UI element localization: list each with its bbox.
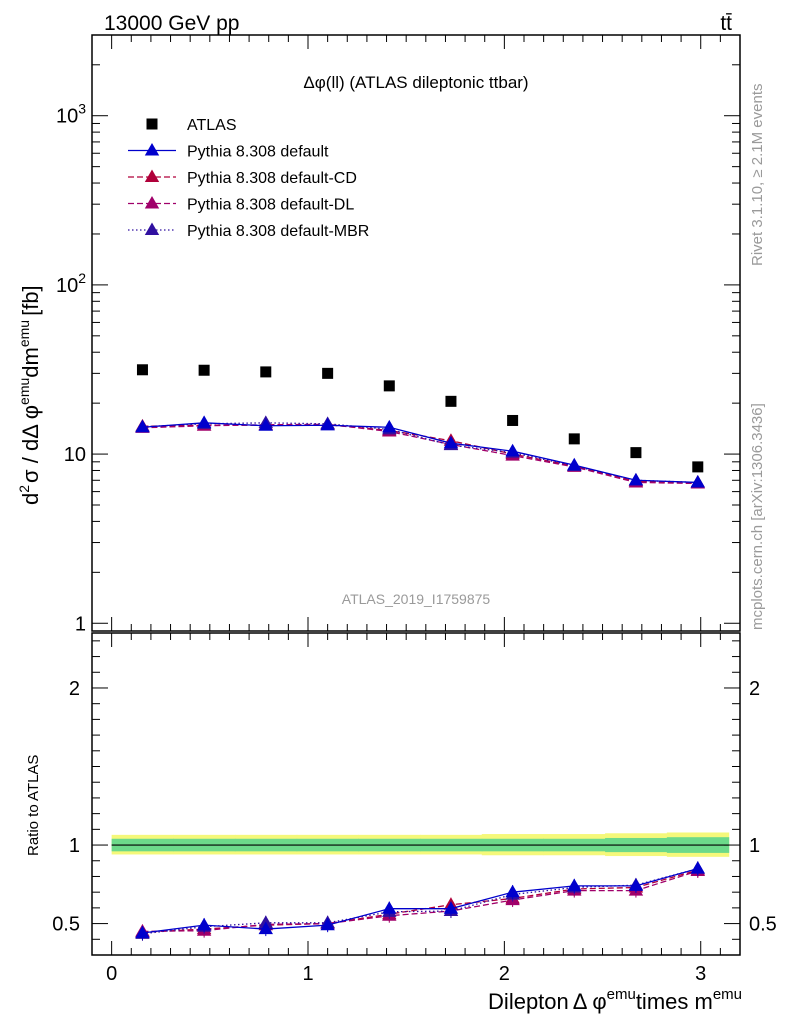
pythia-8-308-default-ratio-point	[320, 917, 335, 931]
pythia-8-308-default-point	[505, 443, 520, 457]
pythia-8-308-default-line	[142, 422, 698, 484]
ratio-y-axis-label: Ratio to ATLAS	[25, 755, 42, 856]
ratio-frame	[91, 632, 741, 956]
ratio-tick-label-right: 2	[749, 678, 760, 700]
legend: ATLAS Pythia 8.308 default Pythia 8.308 de…	[128, 117, 369, 240]
x-tick-labels: 0 1 2 3	[106, 963, 706, 985]
y-axis-label: d2σ / dΔ φemudmemu[fb]	[16, 285, 43, 505]
watermark-label: ATLAS_2019_I1759875	[342, 591, 491, 607]
pythia-8-308-default-ratio-point	[258, 921, 273, 935]
pythia-8-308-default-point	[567, 457, 582, 471]
pythia-8-308-default-dl-line	[142, 423, 698, 485]
y-tick-label: 1	[75, 613, 86, 635]
legend-label: ATLAS	[187, 117, 237, 134]
main-frame	[91, 34, 741, 632]
y-tick-label: 103	[56, 101, 86, 128]
pythia-8-308-default-ratio-point	[505, 884, 520, 898]
pythia-8-308-default-point	[135, 419, 150, 433]
x-tick-label: 2	[499, 963, 510, 985]
ratio-tick-label: 1	[69, 835, 80, 857]
pythia-8-308-default-mbr-ratio-line	[142, 867, 698, 935]
legend-entry-atlas: ATLAS	[146, 117, 237, 134]
legend-label: Pythia 8.308 default-MBR	[187, 223, 369, 240]
ratio-tick-label-right: 0.5	[749, 914, 777, 936]
pythia-8-308-default-ratio-point	[196, 917, 212, 931]
main-data	[135, 364, 705, 489]
atlas-point	[568, 433, 580, 445]
atlas-point	[260, 366, 272, 378]
chart-title: Δφ(ll) (ATLAS dileptonic ttbar)	[303, 73, 528, 92]
pythia-8-308-default-point	[320, 417, 335, 431]
pythia-8-308-default-point	[690, 474, 705, 488]
main-ticks: 1 10 102 103	[56, 34, 740, 635]
pythia-8-308-default-dl-ratio-line	[142, 870, 698, 933]
legend-marker	[144, 143, 160, 156]
ratio-tick-label-right: 1	[749, 835, 760, 857]
pythia-8-308-default-ratio-point	[443, 901, 459, 914]
pythia-8-308-default-ratio-line	[142, 867, 698, 934]
pythia-8-308-default-ratio-point	[567, 878, 582, 891]
x-axis-label: Dilepton Δ φemutimes memu	[488, 986, 742, 1014]
pythia-8-308-default-point	[443, 435, 459, 449]
x-tick-label: 1	[302, 963, 313, 985]
legend-marker	[146, 118, 158, 130]
pythia-8-308-default-ratio-point	[135, 925, 150, 939]
legend-entry-pythia-8-308-default: Pythia 8.308 default	[128, 143, 329, 161]
ratio-panel: 0.5 0.5 1 1 2 2	[52, 632, 777, 956]
y-tick-label: 10	[64, 444, 86, 466]
atlas-point	[198, 364, 210, 376]
x-tick-label: 0	[106, 963, 117, 985]
pythia-8-308-default-point	[382, 419, 397, 433]
pythia-8-308-default-ratio-point	[382, 901, 397, 914]
legend-entry-pythia-8-308-default-mbr: Pythia 8.308 default-MBR	[128, 222, 369, 240]
pythia-8-308-default-point	[258, 418, 273, 431]
x-tick-label: 3	[695, 963, 706, 985]
ratio-tick-label: 2	[69, 678, 80, 700]
atlas-point	[507, 414, 519, 426]
pythia-8-308-default-cd-ratio-line	[142, 869, 698, 933]
ratio-ticks: 0.5 0.5 1 1 2 2	[52, 633, 777, 955]
atlas-point	[445, 395, 457, 407]
atlas-point	[692, 461, 704, 473]
mcplots-label: mcplots.cern.ch [arXiv:1306.3436]	[749, 403, 766, 630]
legend-marker	[144, 196, 160, 209]
y-tick-label: 102	[56, 270, 86, 297]
pythia-8-308-default-mbr-ratio-point	[258, 915, 273, 928]
atlas-point	[136, 364, 148, 376]
pythia-8-308-default-point	[628, 472, 644, 486]
legend-label: Pythia 8.308 default	[187, 144, 329, 161]
atlas-point	[630, 447, 642, 459]
pythia-8-308-default-cd-line	[142, 424, 698, 484]
uncertainty-band	[111, 832, 730, 857]
ratio-data	[135, 861, 705, 941]
legend-label: Pythia 8.308 default-CD	[187, 170, 357, 187]
main-panel: 1 10 102 103 Δφ(ll) (ATLAS dileptonic ttbar…	[56, 34, 741, 635]
pythia-8-308-default-mbr-line	[142, 422, 698, 484]
rivet-label: Rivet 3.1.10, ≥ 2.1M events	[749, 84, 766, 267]
atlas-point	[383, 380, 395, 392]
legend-entry-pythia-8-308-default-cd: Pythia 8.308 default-CD	[128, 169, 357, 187]
legend-marker	[144, 169, 160, 183]
pythia-8-308-default-ratio-point	[628, 878, 644, 891]
ratio-tick-label: 0.5	[52, 914, 80, 936]
header-right: tt̄	[720, 12, 732, 35]
legend-entry-pythia-8-308-default-dl: Pythia 8.308 default-DL	[128, 196, 354, 214]
legend-label: Pythia 8.308 default-DL	[187, 197, 354, 214]
atlas-point	[322, 367, 334, 379]
pythia-8-308-default-ratio-point	[690, 861, 705, 874]
legend-marker	[144, 222, 160, 236]
header-left: 13000 GeV pp	[104, 12, 239, 35]
pythia-8-308-default-point	[196, 415, 212, 428]
